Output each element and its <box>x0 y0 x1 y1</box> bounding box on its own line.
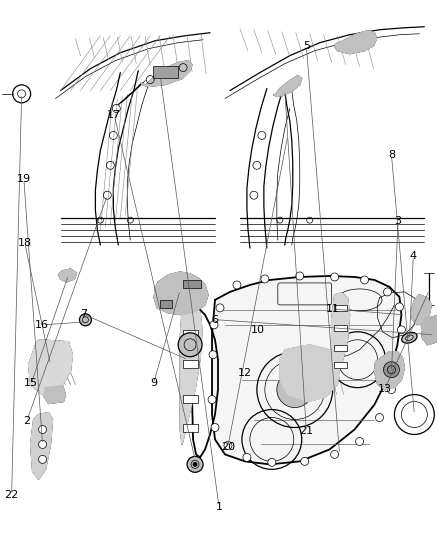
Text: 19: 19 <box>17 174 31 184</box>
Circle shape <box>375 414 384 422</box>
Polygon shape <box>421 315 438 345</box>
Circle shape <box>39 425 46 433</box>
Circle shape <box>331 273 339 281</box>
Polygon shape <box>335 31 377 54</box>
Circle shape <box>397 326 406 334</box>
Circle shape <box>39 455 46 463</box>
Polygon shape <box>374 352 404 390</box>
Polygon shape <box>141 61 192 86</box>
Polygon shape <box>332 293 350 379</box>
Bar <box>334 345 346 351</box>
Text: 22: 22 <box>4 490 19 500</box>
Polygon shape <box>31 413 53 479</box>
Circle shape <box>193 462 197 466</box>
Circle shape <box>301 457 309 465</box>
Circle shape <box>79 314 92 326</box>
Text: 11: 11 <box>325 304 339 314</box>
Text: 9: 9 <box>150 378 157 389</box>
Polygon shape <box>212 276 401 464</box>
Circle shape <box>268 458 276 466</box>
Polygon shape <box>59 269 77 282</box>
Circle shape <box>277 372 313 408</box>
Text: 10: 10 <box>251 325 265 335</box>
Bar <box>183 360 198 368</box>
Text: 12: 12 <box>238 368 252 378</box>
Circle shape <box>261 275 269 283</box>
Circle shape <box>216 304 224 312</box>
Circle shape <box>209 351 217 359</box>
Polygon shape <box>28 340 72 394</box>
Circle shape <box>396 303 403 311</box>
Circle shape <box>384 288 392 296</box>
Circle shape <box>210 321 218 329</box>
Text: 2: 2 <box>23 416 31 425</box>
Bar <box>153 66 178 78</box>
Bar <box>183 394 198 402</box>
Polygon shape <box>180 307 202 445</box>
Circle shape <box>360 276 368 284</box>
Polygon shape <box>411 295 431 325</box>
Polygon shape <box>280 345 339 401</box>
Text: 7: 7 <box>80 309 87 319</box>
Bar <box>183 424 198 432</box>
Circle shape <box>243 454 251 462</box>
Ellipse shape <box>402 333 417 343</box>
Circle shape <box>388 385 396 393</box>
Text: 15: 15 <box>24 378 38 389</box>
Text: 8: 8 <box>388 150 395 160</box>
Text: 3: 3 <box>395 216 402 227</box>
Circle shape <box>356 438 364 446</box>
Circle shape <box>296 272 304 280</box>
Polygon shape <box>154 272 208 315</box>
Circle shape <box>39 440 46 448</box>
Text: 17: 17 <box>107 110 121 120</box>
Polygon shape <box>43 385 66 403</box>
Text: 4: 4 <box>410 251 417 261</box>
Circle shape <box>384 362 399 378</box>
Text: 21: 21 <box>299 426 313 436</box>
Circle shape <box>224 441 232 449</box>
Circle shape <box>208 395 216 403</box>
Circle shape <box>211 424 219 432</box>
Circle shape <box>233 281 241 289</box>
Text: 18: 18 <box>18 238 32 248</box>
Circle shape <box>178 333 202 357</box>
Circle shape <box>331 450 339 458</box>
Bar <box>334 362 346 368</box>
Circle shape <box>187 456 203 472</box>
Text: 20: 20 <box>221 442 235 452</box>
Text: 5: 5 <box>303 41 310 51</box>
Bar <box>183 330 198 338</box>
Polygon shape <box>274 76 302 96</box>
Text: 1: 1 <box>215 502 223 512</box>
Bar <box>160 300 172 308</box>
Circle shape <box>395 356 403 364</box>
Bar <box>334 325 346 331</box>
Text: 16: 16 <box>35 320 49 330</box>
Bar <box>183 280 201 288</box>
Text: 13: 13 <box>378 384 392 394</box>
Text: 6: 6 <box>211 314 218 325</box>
Bar <box>334 305 346 311</box>
